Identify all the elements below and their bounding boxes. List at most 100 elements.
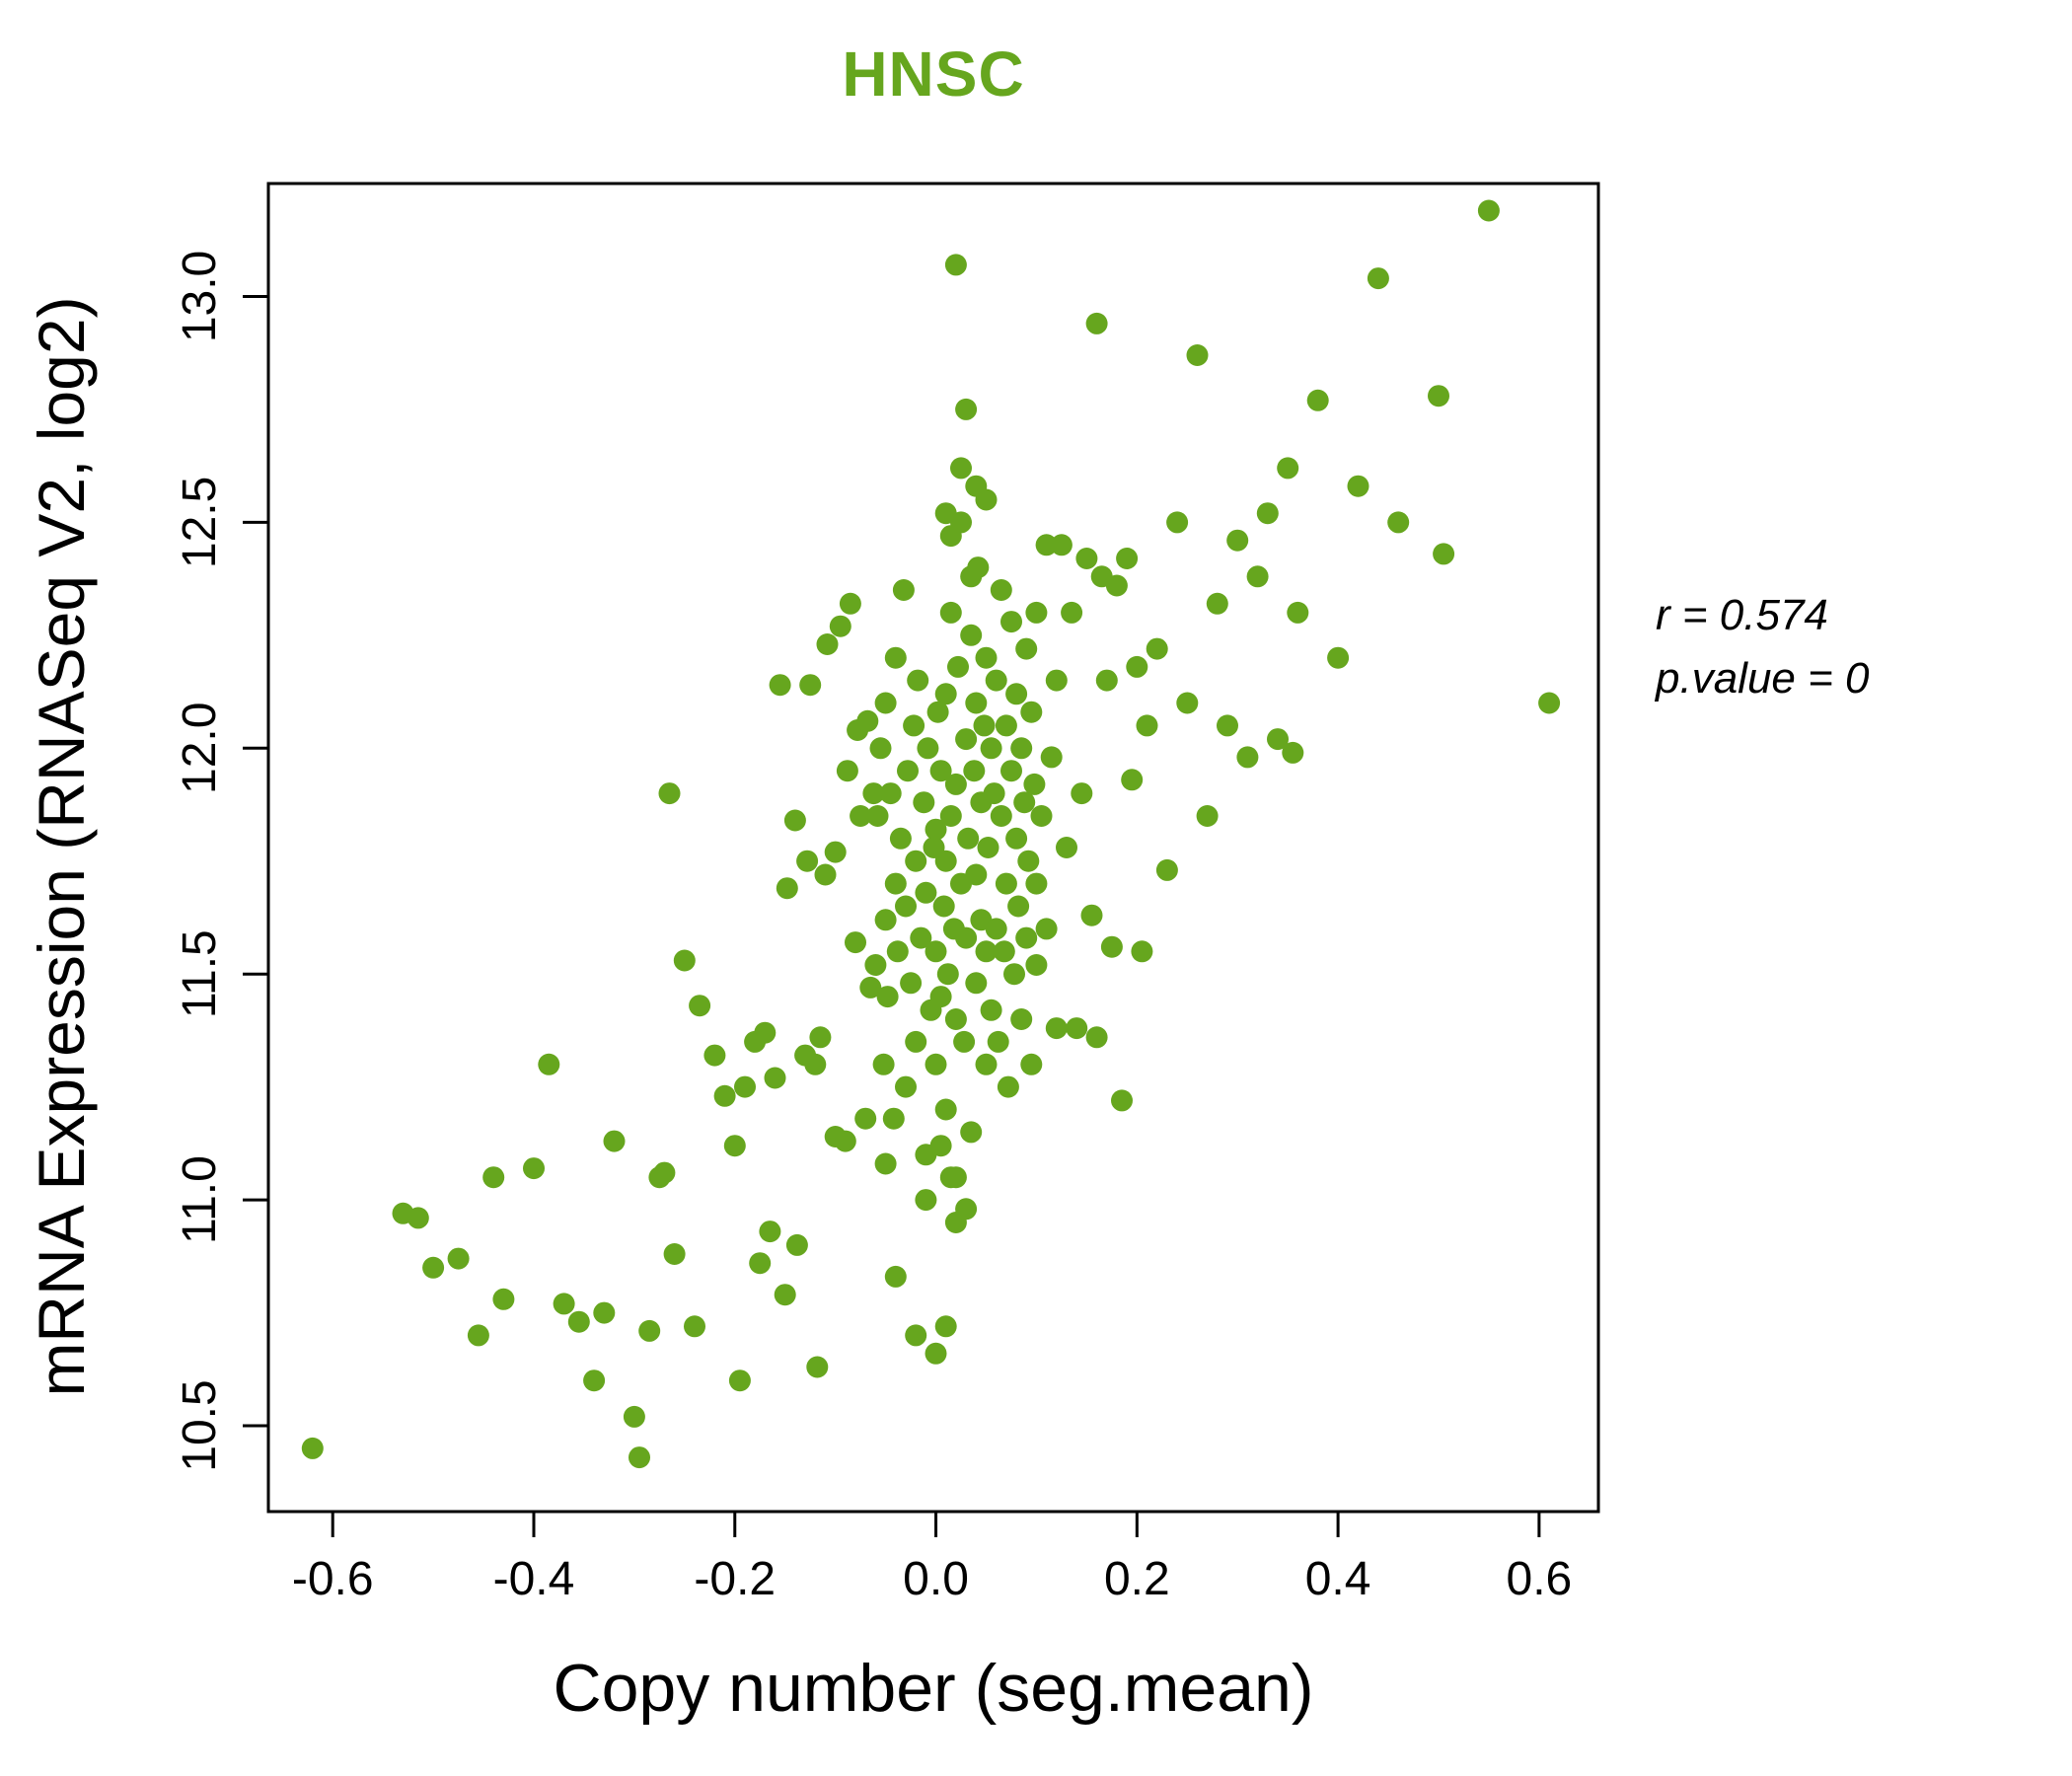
data-point	[929, 760, 952, 782]
data-point	[638, 1319, 661, 1342]
data-point	[658, 782, 681, 805]
data-point	[774, 1284, 796, 1306]
data-point	[925, 818, 947, 841]
data-point	[1121, 769, 1144, 791]
data-point	[1433, 543, 1455, 565]
data-point	[955, 398, 978, 420]
data-point	[990, 579, 1012, 601]
data-point	[1306, 389, 1329, 411]
data-point	[980, 737, 1002, 760]
data-point	[995, 714, 1017, 737]
x-tick-label: 0.6	[1507, 1553, 1573, 1605]
data-point	[703, 1044, 726, 1067]
data-point	[960, 624, 983, 646]
data-point	[673, 949, 696, 972]
data-point	[934, 850, 957, 872]
data-point	[1155, 858, 1178, 881]
data-point	[934, 683, 957, 705]
data-point	[905, 850, 927, 872]
y-tick-label: 11.5	[174, 929, 226, 1018]
data-point	[965, 692, 988, 714]
data-point	[1387, 511, 1410, 534]
plot-title: HNSC	[842, 38, 1025, 110]
data-point	[939, 601, 962, 624]
data-point	[1020, 701, 1043, 723]
data-point	[862, 782, 885, 805]
data-point	[1003, 963, 1025, 986]
data-point	[799, 674, 822, 697]
data-point	[1045, 669, 1068, 692]
data-point	[1010, 1008, 1033, 1030]
data-point	[796, 850, 819, 872]
data-point	[809, 1026, 832, 1049]
data-point	[1066, 1017, 1088, 1040]
data-point	[993, 940, 1015, 963]
x-tick-label: 0.2	[1104, 1553, 1170, 1605]
data-point	[1061, 601, 1083, 624]
data-point	[1035, 534, 1058, 556]
data-point	[884, 872, 907, 895]
data-point	[804, 1053, 827, 1075]
data-point	[929, 986, 952, 1008]
data-point	[925, 940, 947, 963]
data-point	[856, 709, 879, 732]
data-point	[1005, 683, 1028, 705]
data-point	[876, 986, 899, 1008]
data-point	[1347, 475, 1369, 497]
data-point	[1030, 805, 1053, 827]
data-point	[939, 805, 962, 827]
data-point	[734, 1075, 756, 1098]
data-point	[1013, 791, 1036, 814]
data-point	[850, 805, 872, 827]
data-point	[836, 760, 858, 782]
data-point	[910, 926, 932, 949]
data-point	[955, 728, 978, 751]
data-point	[934, 1315, 957, 1338]
data-point	[874, 692, 897, 714]
data-point	[1015, 926, 1038, 949]
data-point	[866, 805, 889, 827]
x-tick-label: 0.4	[1305, 1553, 1371, 1605]
data-point	[593, 1301, 616, 1324]
data-point	[889, 827, 912, 850]
data-point	[785, 1233, 808, 1256]
data-point	[1045, 1017, 1068, 1040]
data-point	[1277, 457, 1299, 480]
data-point	[583, 1369, 606, 1392]
data-point	[1025, 954, 1048, 976]
y-tick-label: 12.5	[174, 477, 226, 568]
x-tick-label: -0.6	[292, 1553, 374, 1605]
data-point	[917, 737, 939, 760]
data-point	[1035, 918, 1058, 940]
data-point	[492, 1288, 515, 1310]
y-tick-label: 12.0	[174, 703, 226, 794]
data-point	[960, 1121, 983, 1144]
data-point	[947, 655, 969, 678]
data-point	[997, 1075, 1019, 1098]
data-point	[1000, 611, 1022, 633]
data-point	[689, 995, 711, 1017]
data-point	[872, 1053, 895, 1075]
plot-box	[266, 182, 1600, 1514]
data-point	[422, 1256, 445, 1279]
data-point	[301, 1437, 324, 1459]
data-point	[723, 1135, 746, 1157]
data-point	[905, 1030, 927, 1053]
data-point	[944, 254, 967, 276]
data-point	[879, 782, 902, 805]
data-point	[929, 1135, 952, 1157]
data-point	[915, 1189, 937, 1212]
y-tick-label: 13.0	[174, 251, 226, 342]
data-point	[907, 669, 929, 692]
data-point	[965, 972, 988, 995]
data-point	[1000, 760, 1022, 782]
data-point	[900, 972, 923, 995]
data-point	[1538, 692, 1561, 714]
data-point	[1256, 502, 1279, 525]
data-point	[824, 841, 847, 863]
data-point	[1017, 850, 1040, 872]
data-point	[1056, 837, 1077, 858]
data-point	[1367, 267, 1389, 290]
x-tick-label: -0.4	[493, 1553, 575, 1605]
